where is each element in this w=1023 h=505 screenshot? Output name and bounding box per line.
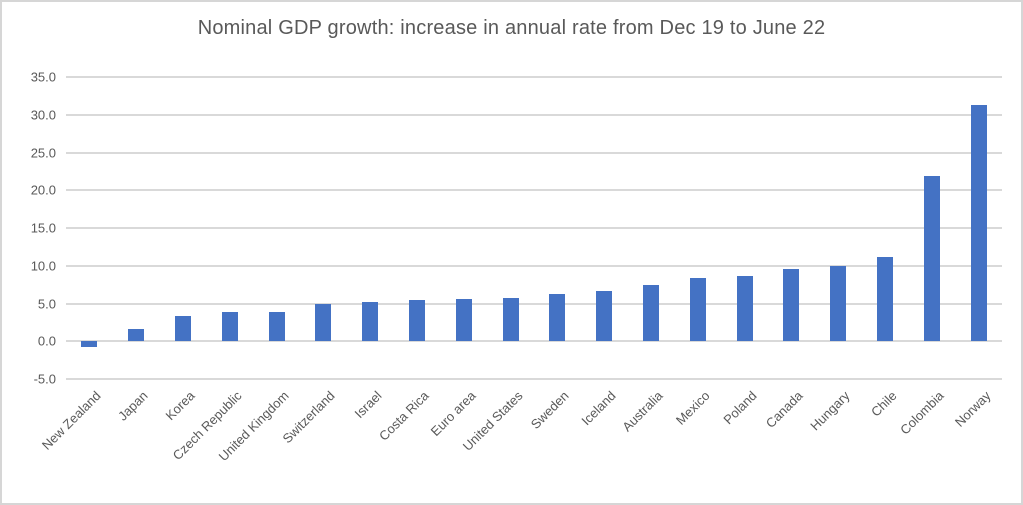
bar-norway: [970, 104, 987, 342]
y-axis-tick-label: -5.0: [33, 371, 56, 387]
y-gridline-0.0: [66, 340, 1002, 343]
y-gridline-5.0: [66, 302, 1002, 305]
y-axis-tick-label: 20.0: [30, 182, 56, 198]
bar-euro-area: [455, 298, 472, 342]
bar-united-kingdom: [268, 311, 285, 342]
bar-costa-rica: [409, 299, 425, 342]
bar-switzerland: [315, 304, 332, 342]
y-gridline-35.0: [66, 76, 1002, 78]
bar-sweden: [549, 294, 566, 342]
bar-new-zealand: [81, 341, 98, 347]
bar-iceland: [596, 291, 613, 342]
chart-title: Nominal GDP growth: increase in annual r…: [197, 17, 826, 39]
y-gridline-10.0: [66, 264, 1002, 267]
bar-united-states: [502, 298, 519, 342]
y-axis-tick-label: 35.0: [30, 69, 56, 85]
y-axis-tick-label: 15.0: [30, 220, 56, 236]
y-axis-tick-label: 25.0: [30, 145, 56, 160]
y-axis-tick-label: 10.0: [30, 258, 56, 274]
bar-korea: [175, 316, 191, 342]
bar-japan: [128, 329, 145, 342]
y-axis-tick-label: 30.0: [30, 107, 56, 123]
bar-colombia: [923, 175, 940, 342]
bar-chile: [877, 256, 893, 342]
bar-hungary: [830, 265, 847, 342]
y-axis-tick-label: 5.0: [37, 296, 56, 311]
bar-czech-republic: [221, 311, 238, 342]
bar-australia: [643, 285, 659, 342]
y-gridline--5.0: [66, 378, 1002, 380]
bar-poland: [736, 275, 753, 342]
y-gridline-25.0: [66, 151, 1002, 154]
y-gridline-20.0: [66, 189, 1002, 192]
bar-canada: [783, 268, 800, 342]
y-gridline-15.0: [66, 227, 1002, 229]
y-gridline-30.0: [66, 113, 1002, 116]
bar-israel: [362, 301, 379, 342]
bar-mexico: [689, 277, 706, 342]
y-axis-tick-label: 0.0: [37, 333, 56, 349]
